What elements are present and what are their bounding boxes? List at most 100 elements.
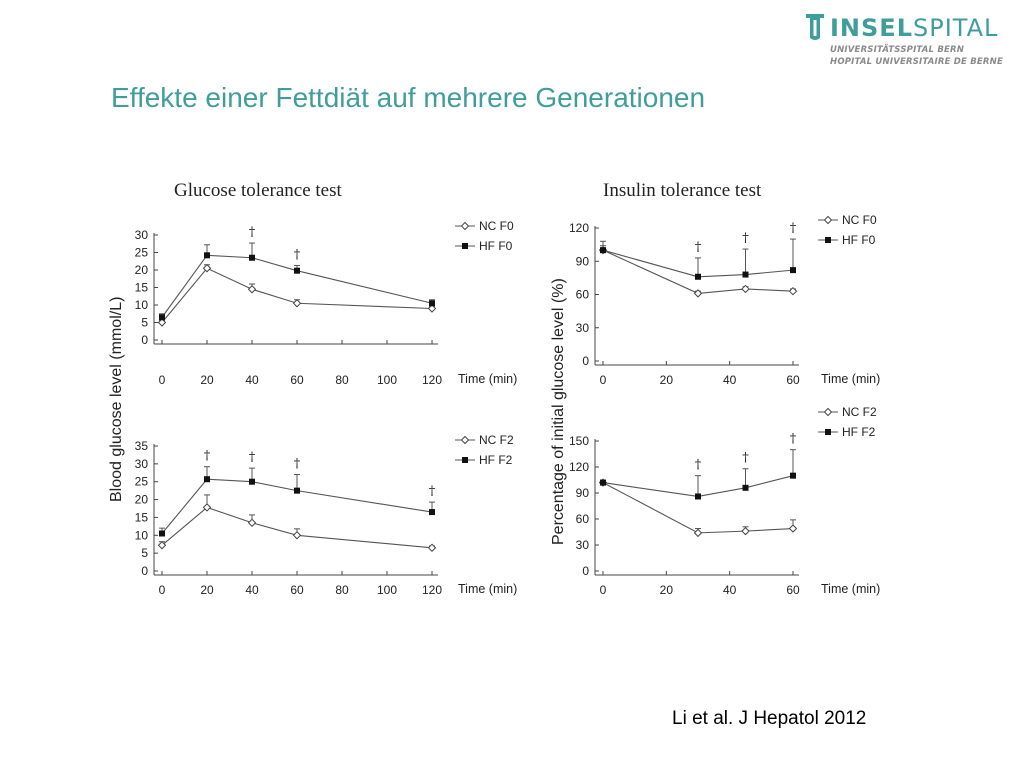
x-axis-label: Time (min) (458, 372, 517, 386)
x-tick-label: 0 (600, 373, 607, 387)
x-tick-label: 60 (786, 583, 800, 597)
y-tick-label: 25 (135, 475, 149, 489)
series-line (602, 475, 794, 498)
chart-panel-itt-f2: 0 30 60 90 120 150 0 20 40 60 Time (min) † † † NC F2 HF… (569, 405, 880, 597)
x-axis-label: Time (min) (821, 372, 880, 386)
y-tick-label: 150 (569, 434, 589, 448)
data-point-square (159, 530, 165, 537)
legend-label: HF F2 (479, 453, 513, 467)
legend-marker-diamond (823, 215, 833, 225)
series-line (602, 482, 794, 534)
x-tick-label: 40 (723, 373, 737, 387)
data-point-square (600, 247, 606, 254)
data-point-square (790, 472, 796, 479)
chart-panel-itt-f0: 0 30 60 90 120 0 20 40 60 Time (min) † † † NC F0 HF F0 (569, 213, 880, 387)
y-tick-label: 35 (135, 439, 149, 453)
data-point-diamond (788, 524, 798, 533)
x-tick-label: 0 (159, 373, 166, 387)
y-tick-label: 20 (135, 493, 149, 507)
data-point-square (204, 476, 210, 483)
x-tick-label: 40 (245, 373, 259, 387)
significance-marker: † (742, 231, 749, 246)
data-point-square (294, 267, 300, 274)
x-tick-label: 120 (422, 583, 442, 597)
data-point-diamond (292, 531, 302, 540)
data-point-square (600, 479, 606, 486)
data-point-square (742, 484, 749, 491)
x-tick-label: 80 (335, 583, 349, 597)
data-point-diamond (788, 286, 798, 296)
data-point-diamond (157, 541, 167, 550)
y-tick-label: 120 (569, 460, 589, 474)
y-tick-label: 90 (576, 254, 590, 268)
gtt-section-title: Glucose tolerance test (174, 180, 342, 201)
x-tick-label: 100 (377, 583, 397, 597)
y-tick-label: 30 (135, 457, 149, 471)
significance-marker: † (249, 225, 256, 240)
significance-marker: † (429, 484, 436, 499)
legend-label: HF F0 (479, 239, 513, 253)
y-tick-label: 10 (135, 528, 149, 542)
inselspital-logo: INSELSPITAL UNIVERSITÄTSSPITAL BERN HOPI… (804, 10, 1014, 70)
significance-marker: † (790, 221, 797, 236)
data-point-diamond (427, 543, 437, 552)
y-tick-label: 10 (135, 298, 149, 312)
data-point-square (790, 267, 796, 274)
series-line (161, 506, 433, 549)
data-point-square (742, 271, 749, 278)
y-tick-label: 30 (576, 538, 590, 552)
logo-name-bold: INSEL (830, 14, 913, 42)
y-tick-label: 15 (135, 510, 149, 524)
y-tick-label: 60 (576, 512, 590, 526)
legend-label: NC F0 (479, 219, 514, 233)
data-point-square (429, 300, 435, 307)
data-point-diamond (427, 304, 437, 313)
logo-name-light: SPITAL (913, 14, 999, 42)
data-point-square (249, 254, 255, 261)
logo-subtitle-de: UNIVERSITÄTSSPITAL BERN (830, 45, 965, 55)
legend-marker-square (462, 243, 468, 249)
legend-label: NC F2 (842, 405, 877, 419)
logo-subtitle-fr: HOPITAL UNIVERSITAIRE DE BERNE (830, 57, 1003, 67)
x-tick-label: 20 (660, 583, 674, 597)
data-point-diamond (157, 318, 167, 327)
x-tick-label: 40 (245, 583, 259, 597)
x-axis-label: Time (min) (458, 582, 517, 596)
significance-marker: † (294, 457, 301, 472)
y-tick-label: 30 (135, 228, 149, 242)
legend-marker-diamond (460, 435, 470, 445)
y-tick-label: 90 (576, 486, 590, 500)
series-line (161, 254, 433, 318)
x-tick-label: 60 (290, 583, 304, 597)
data-point-square (249, 478, 255, 485)
x-tick-label: 120 (422, 373, 442, 387)
data-point-diamond (202, 503, 212, 512)
series-line (602, 249, 794, 278)
significance-marker: † (204, 449, 211, 464)
legend-marker-diamond (823, 407, 833, 417)
significance-marker: † (742, 451, 749, 466)
legend-label: HF F2 (842, 425, 876, 439)
x-tick-label: 20 (200, 373, 214, 387)
x-tick-label: 0 (600, 583, 607, 597)
data-point-square (204, 252, 210, 259)
chart-panel-gtt-f0: 0 5 10 15 20 25 30 0 20 40 60 80 100 120 Time (min) † † N… (135, 219, 518, 387)
legend-marker-diamond (460, 221, 470, 231)
slide-title: Effekte einer Fettdiät auf mehrere Gener… (111, 82, 706, 113)
y-tick-label: 5 (141, 316, 148, 330)
logo-wordmark: INSELSPITAL (830, 14, 998, 42)
legend-marker-square (825, 429, 831, 435)
x-tick-label: 60 (786, 373, 800, 387)
legend-label: HF F0 (842, 233, 876, 247)
legend-label: NC F2 (479, 433, 514, 447)
significance-marker: † (695, 458, 702, 473)
data-point-square (695, 493, 701, 500)
significance-marker: † (790, 432, 797, 447)
itt-section-title: Insulin tolerance test (603, 180, 762, 201)
x-tick-label: 60 (290, 373, 304, 387)
data-point-square (159, 314, 165, 321)
series-line (161, 267, 433, 323)
x-tick-label: 100 (377, 373, 397, 387)
x-axis-label: Time (min) (821, 582, 880, 596)
data-point-square (294, 487, 300, 494)
